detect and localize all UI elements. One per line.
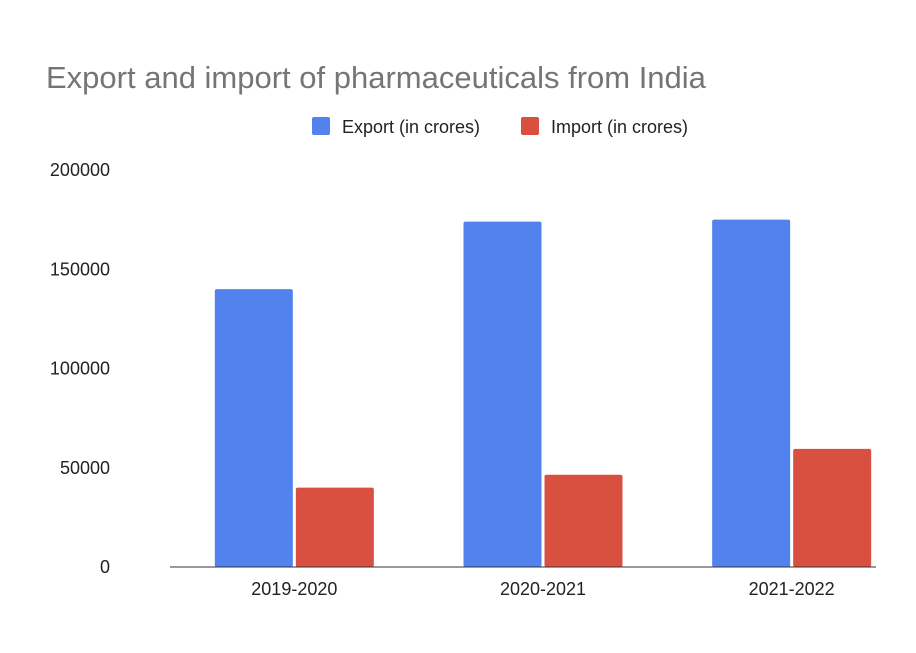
chart-title: Export and import of pharmaceuticals fro… bbox=[46, 60, 707, 95]
y-tick-label: 50000 bbox=[60, 458, 110, 478]
y-tick-label: 100000 bbox=[50, 359, 110, 379]
bar-import-2021-2022[interactable] bbox=[793, 448, 872, 567]
legend: Export (in crores) Import (in crores) bbox=[312, 117, 688, 137]
x-axis: 2019-2020 2020-2021 2021-2022 bbox=[170, 566, 876, 599]
y-axis: 0 50000 100000 150000 200000 bbox=[50, 160, 110, 577]
legend-label-import: Import (in crores) bbox=[551, 117, 688, 137]
y-tick-label: 200000 bbox=[50, 160, 110, 180]
bars bbox=[214, 219, 872, 568]
x-tick-label: 2020-2021 bbox=[500, 579, 586, 599]
legend-swatch-export bbox=[312, 117, 330, 135]
bar-export-2020-2021[interactable] bbox=[463, 221, 542, 568]
y-tick-label: 150000 bbox=[50, 259, 110, 279]
bar-export-2019-2020[interactable] bbox=[214, 289, 293, 567]
bar-import-2019-2020[interactable] bbox=[295, 487, 374, 567]
legend-item-export[interactable]: Export (in crores) bbox=[312, 117, 480, 137]
legend-swatch-import bbox=[521, 117, 539, 135]
x-tick-label: 2019-2020 bbox=[251, 579, 337, 599]
bar-export-2021-2022[interactable] bbox=[712, 219, 791, 567]
x-tick-label: 2021-2022 bbox=[749, 579, 835, 599]
legend-label-export: Export (in crores) bbox=[342, 117, 480, 137]
y-tick-label: 0 bbox=[100, 557, 110, 577]
legend-item-import[interactable]: Import (in crores) bbox=[521, 117, 688, 137]
bar-import-2020-2021[interactable] bbox=[544, 474, 623, 567]
